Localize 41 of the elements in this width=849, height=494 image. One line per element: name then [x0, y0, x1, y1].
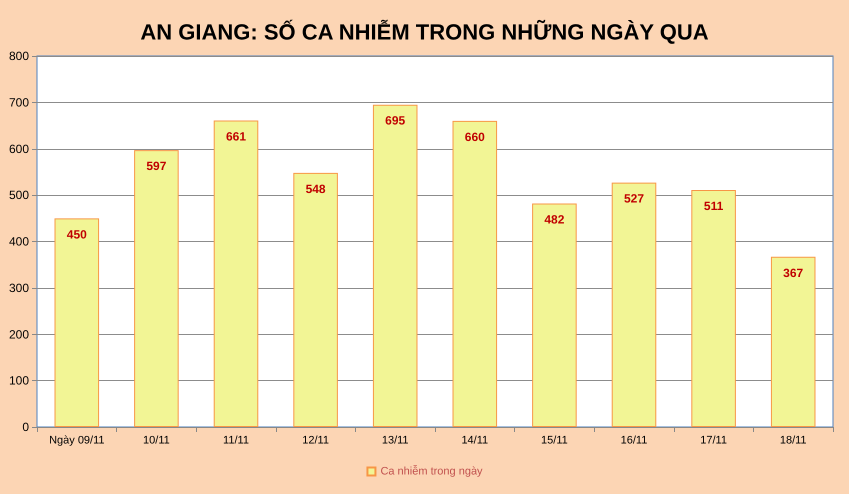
x-tick-label: 15/11: [541, 434, 568, 446]
x-tick-label: 16/11: [620, 434, 648, 446]
data-label: 660: [464, 130, 486, 144]
bar: [372, 104, 418, 427]
data-label: 367: [783, 266, 804, 280]
x-tick-label: 18/11: [780, 434, 807, 446]
bar: [452, 120, 498, 427]
x-tick-label: Ngày 09/11: [49, 434, 105, 446]
bar: [612, 182, 656, 427]
bar: [691, 190, 736, 427]
bar: [532, 203, 577, 427]
data-label: 482: [544, 212, 565, 226]
y-tick-label: 100: [8, 374, 30, 388]
y-tick-label: 800: [8, 49, 30, 63]
bar: [770, 256, 816, 427]
x-tick-label: 10/11: [143, 434, 170, 446]
y-tick-label: 700: [8, 95, 30, 110]
data-label: 511: [704, 199, 724, 214]
data-label: 695: [385, 114, 406, 128]
y-tick-label: 400: [8, 234, 30, 248]
y-tick-label: 0: [22, 420, 30, 434]
x-tick-label: 17/11: [700, 434, 727, 446]
legend-label: Ca nhiễm trong ngày: [380, 464, 484, 478]
data-label: 597: [146, 159, 167, 174]
bar: [293, 172, 338, 427]
data-label: 548: [306, 182, 326, 196]
y-tick-label: 500: [8, 188, 30, 202]
x-tick-label: 14/11: [461, 434, 488, 446]
bar: [134, 150, 179, 427]
y-tick-label: 300: [8, 280, 30, 295]
bar: [214, 120, 258, 427]
x-tick-label: 13/11: [382, 434, 409, 446]
data-label: 661: [226, 129, 246, 144]
bar: [54, 218, 100, 427]
y-tick-label: 600: [8, 142, 30, 156]
x-tick-label: 11/11: [223, 434, 249, 446]
data-label: 450: [66, 227, 88, 242]
x-tick-label: 12/11: [302, 434, 329, 446]
y-tick-label: 200: [8, 327, 30, 342]
data-label: 527: [624, 192, 644, 206]
chart-title: AN GIANG: SỐ CA NHIỄM TRONG NHỮNG NGÀY QUA: [140, 20, 709, 44]
